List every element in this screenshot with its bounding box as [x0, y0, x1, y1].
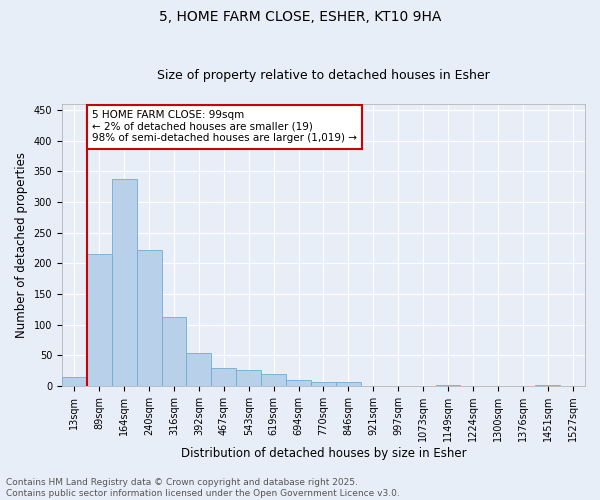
Text: 5, HOME FARM CLOSE, ESHER, KT10 9HA: 5, HOME FARM CLOSE, ESHER, KT10 9HA — [159, 10, 441, 24]
X-axis label: Distribution of detached houses by size in Esher: Distribution of detached houses by size … — [181, 447, 466, 460]
Bar — [236, 370, 261, 386]
Bar — [161, 317, 187, 386]
Bar — [311, 382, 336, 386]
Bar — [112, 179, 137, 386]
Y-axis label: Number of detached properties: Number of detached properties — [15, 152, 28, 338]
Bar — [87, 254, 112, 386]
Text: Contains HM Land Registry data © Crown copyright and database right 2025.
Contai: Contains HM Land Registry data © Crown c… — [6, 478, 400, 498]
Bar — [137, 250, 161, 386]
Bar — [286, 380, 311, 386]
Bar — [261, 374, 286, 386]
Title: Size of property relative to detached houses in Esher: Size of property relative to detached ho… — [157, 69, 490, 82]
Text: 5 HOME FARM CLOSE: 99sqm
← 2% of detached houses are smaller (19)
98% of semi-de: 5 HOME FARM CLOSE: 99sqm ← 2% of detache… — [92, 110, 357, 144]
Bar — [187, 353, 211, 386]
Bar — [211, 368, 236, 386]
Bar — [62, 377, 87, 386]
Bar — [336, 382, 361, 386]
